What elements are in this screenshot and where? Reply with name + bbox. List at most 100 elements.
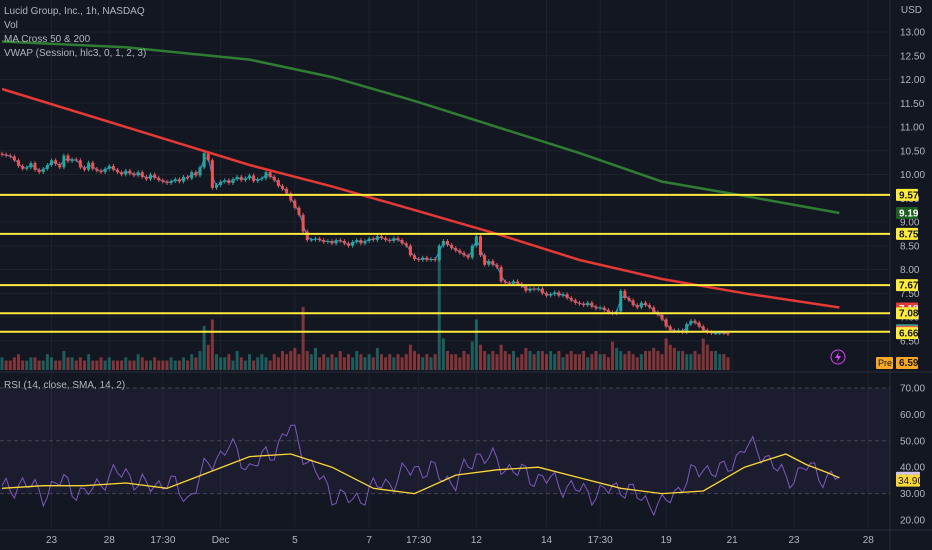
candle-body bbox=[421, 257, 425, 260]
candle-body bbox=[578, 302, 581, 304]
time-tick-label: Dec bbox=[212, 535, 230, 546]
candle-body bbox=[264, 172, 268, 179]
candle-body bbox=[528, 288, 532, 291]
price-tick-label: 8.50 bbox=[900, 241, 920, 252]
candle-body bbox=[408, 245, 412, 256]
volume-bar bbox=[516, 357, 520, 370]
candle-body bbox=[586, 302, 590, 306]
volume-bar bbox=[58, 360, 62, 370]
volume-bar bbox=[25, 360, 29, 370]
candle-body bbox=[433, 259, 437, 261]
candle-body bbox=[219, 181, 223, 185]
candle-body bbox=[714, 333, 718, 335]
symbol-legend[interactable]: Lucid Group, Inc., 1h, NASDAQ bbox=[4, 6, 145, 17]
volume-bar bbox=[437, 250, 441, 370]
candle-body bbox=[375, 236, 379, 241]
candle-body bbox=[140, 172, 144, 177]
volume-bar bbox=[652, 347, 656, 370]
candle-body bbox=[87, 162, 91, 170]
volume-bar bbox=[623, 354, 627, 370]
volume-bar bbox=[66, 357, 70, 370]
candle-body bbox=[602, 307, 606, 310]
volume-bar bbox=[363, 357, 367, 370]
volume-bar bbox=[62, 351, 66, 370]
volume-bar bbox=[285, 354, 289, 370]
candle-body bbox=[50, 160, 53, 165]
time-tick-label: 17:30 bbox=[588, 535, 613, 546]
volume-bar bbox=[120, 360, 124, 370]
volume-bar bbox=[95, 360, 99, 370]
volume-bar bbox=[161, 360, 165, 370]
volume-bar bbox=[553, 354, 557, 370]
volume-bar bbox=[524, 347, 528, 370]
candle-body bbox=[701, 326, 705, 331]
volume-bar bbox=[4, 360, 8, 370]
vwap-legend[interactable]: VWAP (Session, hlc3, 0, 1, 2, 3) bbox=[4, 48, 147, 59]
volume-bar bbox=[347, 354, 350, 370]
volume-bar bbox=[557, 351, 561, 370]
volume-bar bbox=[462, 351, 466, 370]
candle-body bbox=[342, 241, 346, 244]
volume-bar bbox=[144, 360, 148, 370]
candle-body bbox=[314, 238, 317, 240]
volume-bar bbox=[479, 344, 482, 370]
candle-body bbox=[293, 200, 297, 208]
candle-body bbox=[487, 260, 491, 265]
volume-bar bbox=[602, 354, 606, 370]
candle-body bbox=[243, 178, 247, 181]
rsi-tick-label: 30.00 bbox=[900, 489, 925, 500]
rsi-legend[interactable]: RSI (14, close, SMA, 14, 2) bbox=[4, 380, 126, 391]
volume-bar bbox=[272, 354, 276, 370]
volume-bar bbox=[301, 306, 305, 370]
rsi-tick-label: 40.00 bbox=[900, 463, 925, 474]
candle-body bbox=[347, 243, 350, 246]
candle-body bbox=[206, 153, 210, 161]
candle-body bbox=[685, 324, 689, 333]
candle-body bbox=[37, 169, 41, 173]
candle-body bbox=[252, 175, 256, 182]
candle-body bbox=[351, 241, 355, 246]
volume-bar bbox=[227, 354, 231, 370]
pre-tag-bg bbox=[876, 357, 893, 369]
volume-bar bbox=[309, 354, 313, 370]
time-tick-label: 19 bbox=[661, 535, 673, 546]
volume-bar bbox=[446, 351, 449, 370]
volume-bar bbox=[140, 357, 144, 370]
lightning-icon bbox=[830, 349, 846, 365]
price-label: 8.75 bbox=[899, 229, 919, 240]
volume-bar bbox=[371, 357, 375, 370]
volume-bar bbox=[99, 357, 103, 370]
volume-bar bbox=[507, 354, 511, 370]
volume-bar bbox=[202, 325, 206, 370]
price-label-bg bbox=[896, 307, 918, 320]
candle-body bbox=[309, 239, 313, 241]
candle-body bbox=[462, 252, 466, 256]
volume-bar bbox=[149, 360, 152, 370]
rsi-tick-label: 20.00 bbox=[900, 516, 925, 527]
volume-bar bbox=[458, 357, 462, 370]
volume-bar bbox=[326, 357, 330, 370]
volume-bar bbox=[281, 351, 284, 370]
candle-body bbox=[536, 288, 540, 290]
price-tick-label: 8.00 bbox=[900, 265, 920, 276]
price-tick-label: 12.00 bbox=[900, 75, 925, 86]
price-tick-label: 6.50 bbox=[900, 336, 920, 347]
candle-body bbox=[144, 176, 148, 180]
ma-cross-legend[interactable]: MA Cross 50 & 200 bbox=[4, 34, 91, 45]
volume-bar bbox=[483, 351, 487, 370]
candle-body bbox=[483, 255, 487, 265]
candle-body bbox=[4, 154, 8, 156]
candle-body bbox=[318, 238, 322, 241]
time-tick-label: 23 bbox=[788, 535, 800, 546]
currency-label: USD bbox=[900, 5, 922, 16]
candle-body bbox=[83, 167, 86, 170]
price-tick-label: 11.00 bbox=[900, 123, 925, 134]
volume-bar bbox=[50, 357, 53, 370]
candle-body bbox=[380, 236, 383, 239]
candle-body bbox=[367, 238, 371, 241]
candle-body bbox=[417, 259, 421, 261]
volume-bar bbox=[582, 351, 586, 370]
volume-bar bbox=[194, 357, 198, 370]
vol-legend[interactable]: Vol bbox=[4, 20, 18, 31]
volume-bar bbox=[169, 357, 173, 370]
